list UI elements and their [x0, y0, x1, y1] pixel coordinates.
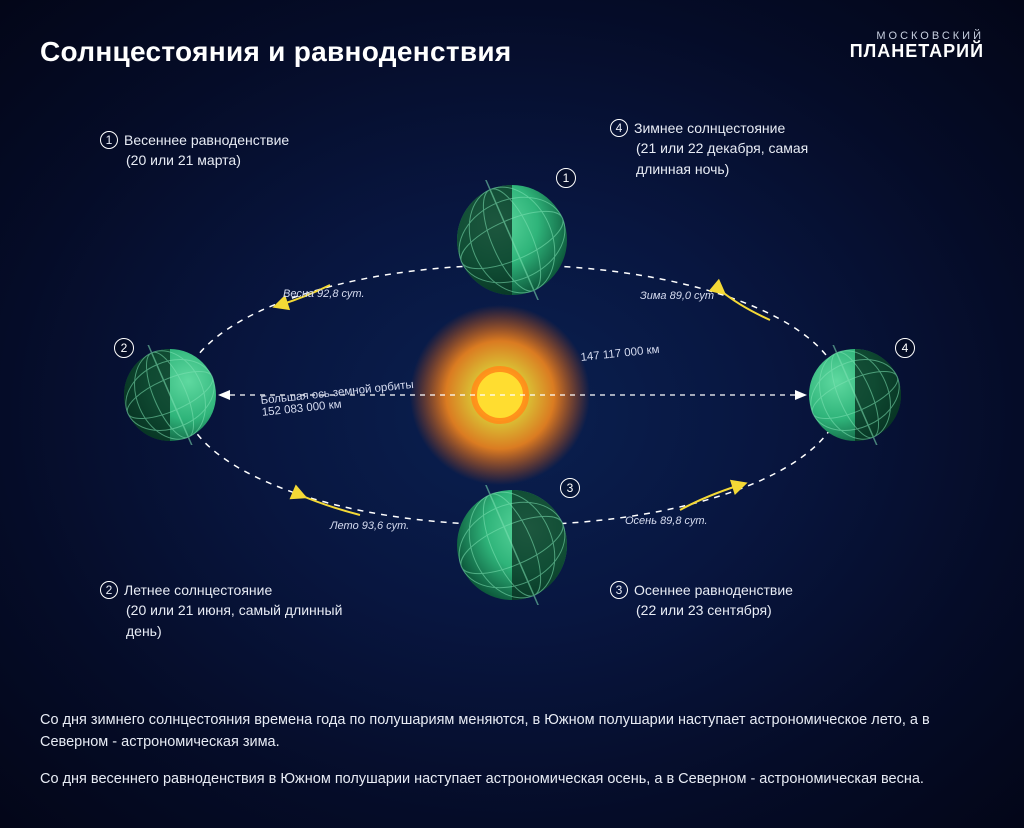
- arrow-summer: [300, 495, 360, 515]
- season-summer-label: Лето 93,6 сут.: [330, 520, 409, 532]
- badge-4: 4: [895, 338, 915, 358]
- num-1: 1: [100, 131, 118, 149]
- globe-winter: [805, 345, 905, 445]
- label-2: 2 Летнее солнцестояние (20 или 21 июня, с…: [100, 580, 346, 641]
- badge-1: 1: [556, 168, 576, 188]
- label-3: 3 Осеннее равноденствие (22 или 23 сентяб…: [610, 580, 793, 621]
- arrow-winter: [720, 290, 770, 320]
- footer-text: Со дня зимнего солнцестояния времена год…: [40, 709, 984, 790]
- season-autumn-label: Осень 89,8 сут.: [625, 515, 708, 527]
- label-4-date: (21 или 22 декабря, самая длинная ночь): [636, 138, 856, 179]
- label-2-date: (20 или 21 июня, самый длинный день): [126, 600, 346, 641]
- brand-logo: МОСКОВСКИЙ ПЛАНЕТАРИЙ: [850, 30, 984, 62]
- season-spring-label: Весна 92,8 сут.: [283, 288, 365, 300]
- label-4: 4 Зимнее солнцестояние (21 или 22 декабря…: [610, 118, 856, 179]
- orbit-diagram: Весна 92,8 сут. Зима 89,0 сут Лето 93,6 …: [0, 90, 1024, 640]
- num-2: 2: [100, 581, 118, 599]
- label-4-name: Зимнее солнцестояние: [634, 120, 785, 136]
- arrow-autumn: [680, 485, 740, 510]
- footer-p2: Со дня весеннего равноденствия в Южном п…: [40, 768, 984, 790]
- season-winter-label: Зима 89,0 сут: [640, 290, 714, 302]
- badge-3: 3: [560, 478, 580, 498]
- label-1-date: (20 или 21 марта): [126, 152, 241, 168]
- globe-autumn: [452, 485, 572, 605]
- badge-2: 2: [114, 338, 134, 358]
- num-3: 3: [610, 581, 628, 599]
- globe-summer: [120, 345, 220, 445]
- label-3-date: (22 или 23 сентября): [636, 602, 772, 618]
- footer-p1: Со дня зимнего солнцестояния времена год…: [40, 709, 984, 754]
- page-title: Солнцестояния и равноденствия: [40, 36, 512, 68]
- logo-bottom: ПЛАНЕТАРИЙ: [850, 42, 984, 62]
- num-4: 4: [610, 119, 628, 137]
- label-1: 1 Весеннее равноденствие (20 или 21 марта…: [100, 130, 289, 171]
- label-3-name: Осеннее равноденствие: [634, 582, 793, 598]
- label-2-name: Летнее солнцестояние: [124, 582, 272, 598]
- globe-spring: [452, 180, 572, 300]
- label-1-name: Весеннее равноденствие: [124, 132, 289, 148]
